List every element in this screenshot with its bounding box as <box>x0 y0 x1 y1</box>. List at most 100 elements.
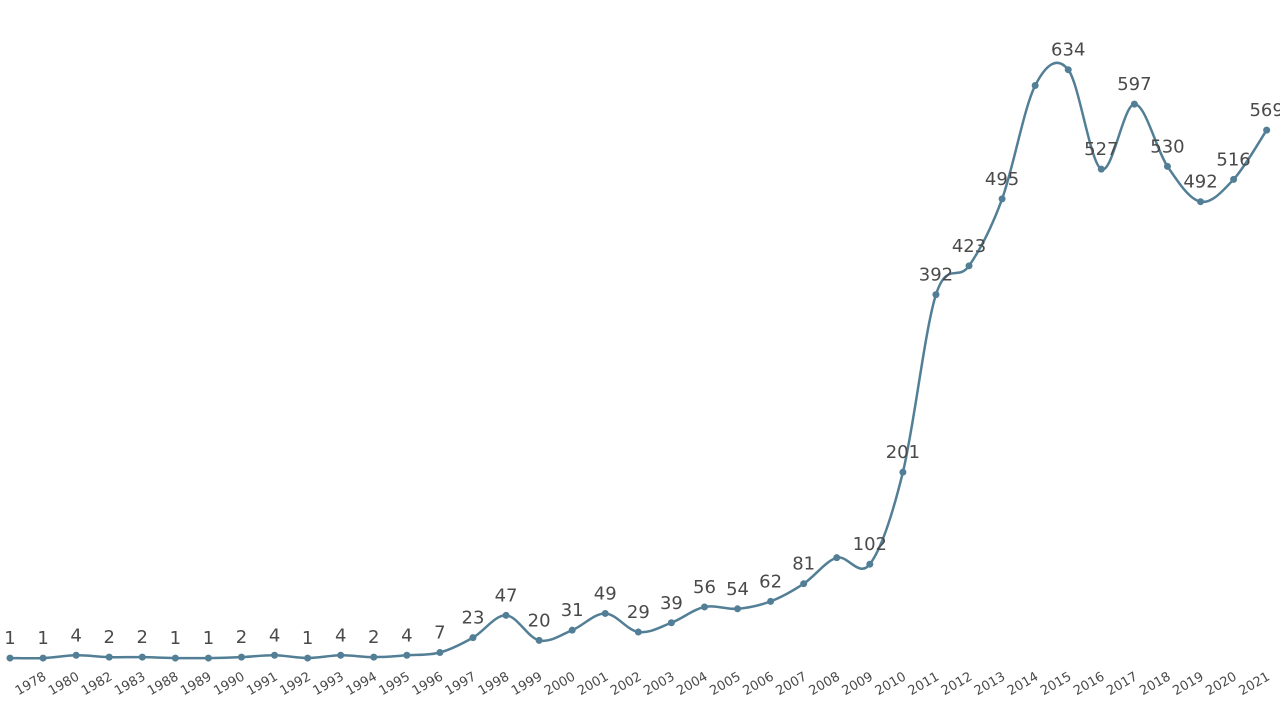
x-tick-label: 2007 <box>774 669 810 699</box>
point <box>667 619 675 627</box>
x-tick-label: 2012 <box>939 669 975 699</box>
data-label: 2 <box>137 627 148 648</box>
x-tick-label: 2009 <box>840 669 876 699</box>
point <box>1163 162 1171 170</box>
point <box>899 468 907 476</box>
x-tick-label: 1997 <box>443 669 479 699</box>
point <box>1197 198 1205 206</box>
point <box>1230 175 1238 183</box>
x-tick-label: 1999 <box>509 669 545 699</box>
data-label: 81 <box>792 554 815 575</box>
point <box>237 653 245 661</box>
data-label: 569 <box>1249 100 1280 121</box>
point <box>1064 66 1072 74</box>
data-label: 516 <box>1216 149 1250 170</box>
data-label: 2 <box>236 627 247 648</box>
point <box>436 648 444 656</box>
x-tick-label: 2020 <box>1203 669 1239 699</box>
point <box>1130 100 1138 108</box>
point <box>403 651 411 659</box>
data-label: 634 <box>1051 40 1085 61</box>
x-tick-label: 2016 <box>1071 669 1107 699</box>
x-tick-label: 2010 <box>873 669 909 699</box>
point <box>535 636 543 644</box>
x-tick-label: 1989 <box>178 669 214 699</box>
data-label: 47 <box>495 585 518 606</box>
x-tick-label: 1995 <box>377 669 413 699</box>
x-tick-label: 1996 <box>410 669 446 699</box>
point <box>932 291 940 299</box>
data-label: 29 <box>627 602 650 623</box>
data-label: 530 <box>1150 136 1184 157</box>
data-label: 423 <box>952 236 986 257</box>
data-label: 56 <box>693 577 716 598</box>
data-label: 597 <box>1117 74 1151 95</box>
data-label: 23 <box>462 608 485 629</box>
data-label: 1 <box>4 628 15 649</box>
point <box>833 554 841 562</box>
point <box>138 653 146 661</box>
x-tick-label: 1980 <box>46 669 82 699</box>
data-label: 1 <box>302 628 313 649</box>
point <box>1097 165 1105 173</box>
data-label: 20 <box>528 610 551 631</box>
x-tick-label: 1998 <box>476 669 512 699</box>
x-tick-label: 2021 <box>1237 669 1273 699</box>
point <box>72 651 80 659</box>
x-tick-label: 1988 <box>145 669 181 699</box>
x-tick-label: 2013 <box>972 669 1008 699</box>
x-tick-label: 2005 <box>707 669 743 699</box>
data-label: 4 <box>401 625 412 646</box>
x-tick-label: 2006 <box>740 669 776 699</box>
data-label: 62 <box>759 571 782 592</box>
point <box>105 653 113 661</box>
point <box>601 609 609 617</box>
point <box>6 654 14 662</box>
point <box>1031 82 1039 90</box>
point <box>39 654 47 662</box>
data-label: 54 <box>726 579 749 600</box>
point <box>767 597 775 605</box>
point <box>634 628 642 636</box>
x-tick-label: 1994 <box>344 669 380 699</box>
data-label: 492 <box>1183 172 1217 193</box>
data-label: 39 <box>660 593 683 614</box>
data-label: 495 <box>985 169 1019 190</box>
point <box>271 651 279 659</box>
data-label: 392 <box>919 265 953 286</box>
data-label: 4 <box>269 625 280 646</box>
point <box>734 605 742 613</box>
data-label: 1 <box>203 628 214 649</box>
point <box>502 611 510 619</box>
x-tick-label: 2008 <box>807 669 843 699</box>
data-label: 4 <box>70 625 81 646</box>
x-tick-label: 1991 <box>244 669 280 699</box>
x-tick-label: 1990 <box>211 669 247 699</box>
data-label: 1 <box>37 628 48 649</box>
x-tick-label: 2001 <box>575 669 611 699</box>
x-tick-label: 2011 <box>906 669 942 699</box>
x-tick-label: 1993 <box>311 669 347 699</box>
point <box>965 262 973 270</box>
data-label: 4 <box>335 625 346 646</box>
point <box>568 626 576 634</box>
x-tick-label: 2017 <box>1104 669 1140 699</box>
x-tick-label: 1978 <box>13 669 49 699</box>
point <box>998 195 1006 203</box>
data-label: 2 <box>368 627 379 648</box>
x-tick-label: 2018 <box>1137 669 1173 699</box>
data-label: 49 <box>594 583 617 604</box>
x-tick-label: 1992 <box>277 669 313 699</box>
data-label: 201 <box>886 442 920 463</box>
x-tick-label: 2014 <box>1005 669 1041 699</box>
point <box>171 654 179 662</box>
x-tick-label: 2019 <box>1170 669 1206 699</box>
x-tick-label: 2003 <box>641 669 677 699</box>
point <box>469 634 477 642</box>
point <box>370 653 378 661</box>
point <box>304 654 312 662</box>
point <box>1263 126 1271 134</box>
x-tick-label: 1982 <box>79 669 115 699</box>
